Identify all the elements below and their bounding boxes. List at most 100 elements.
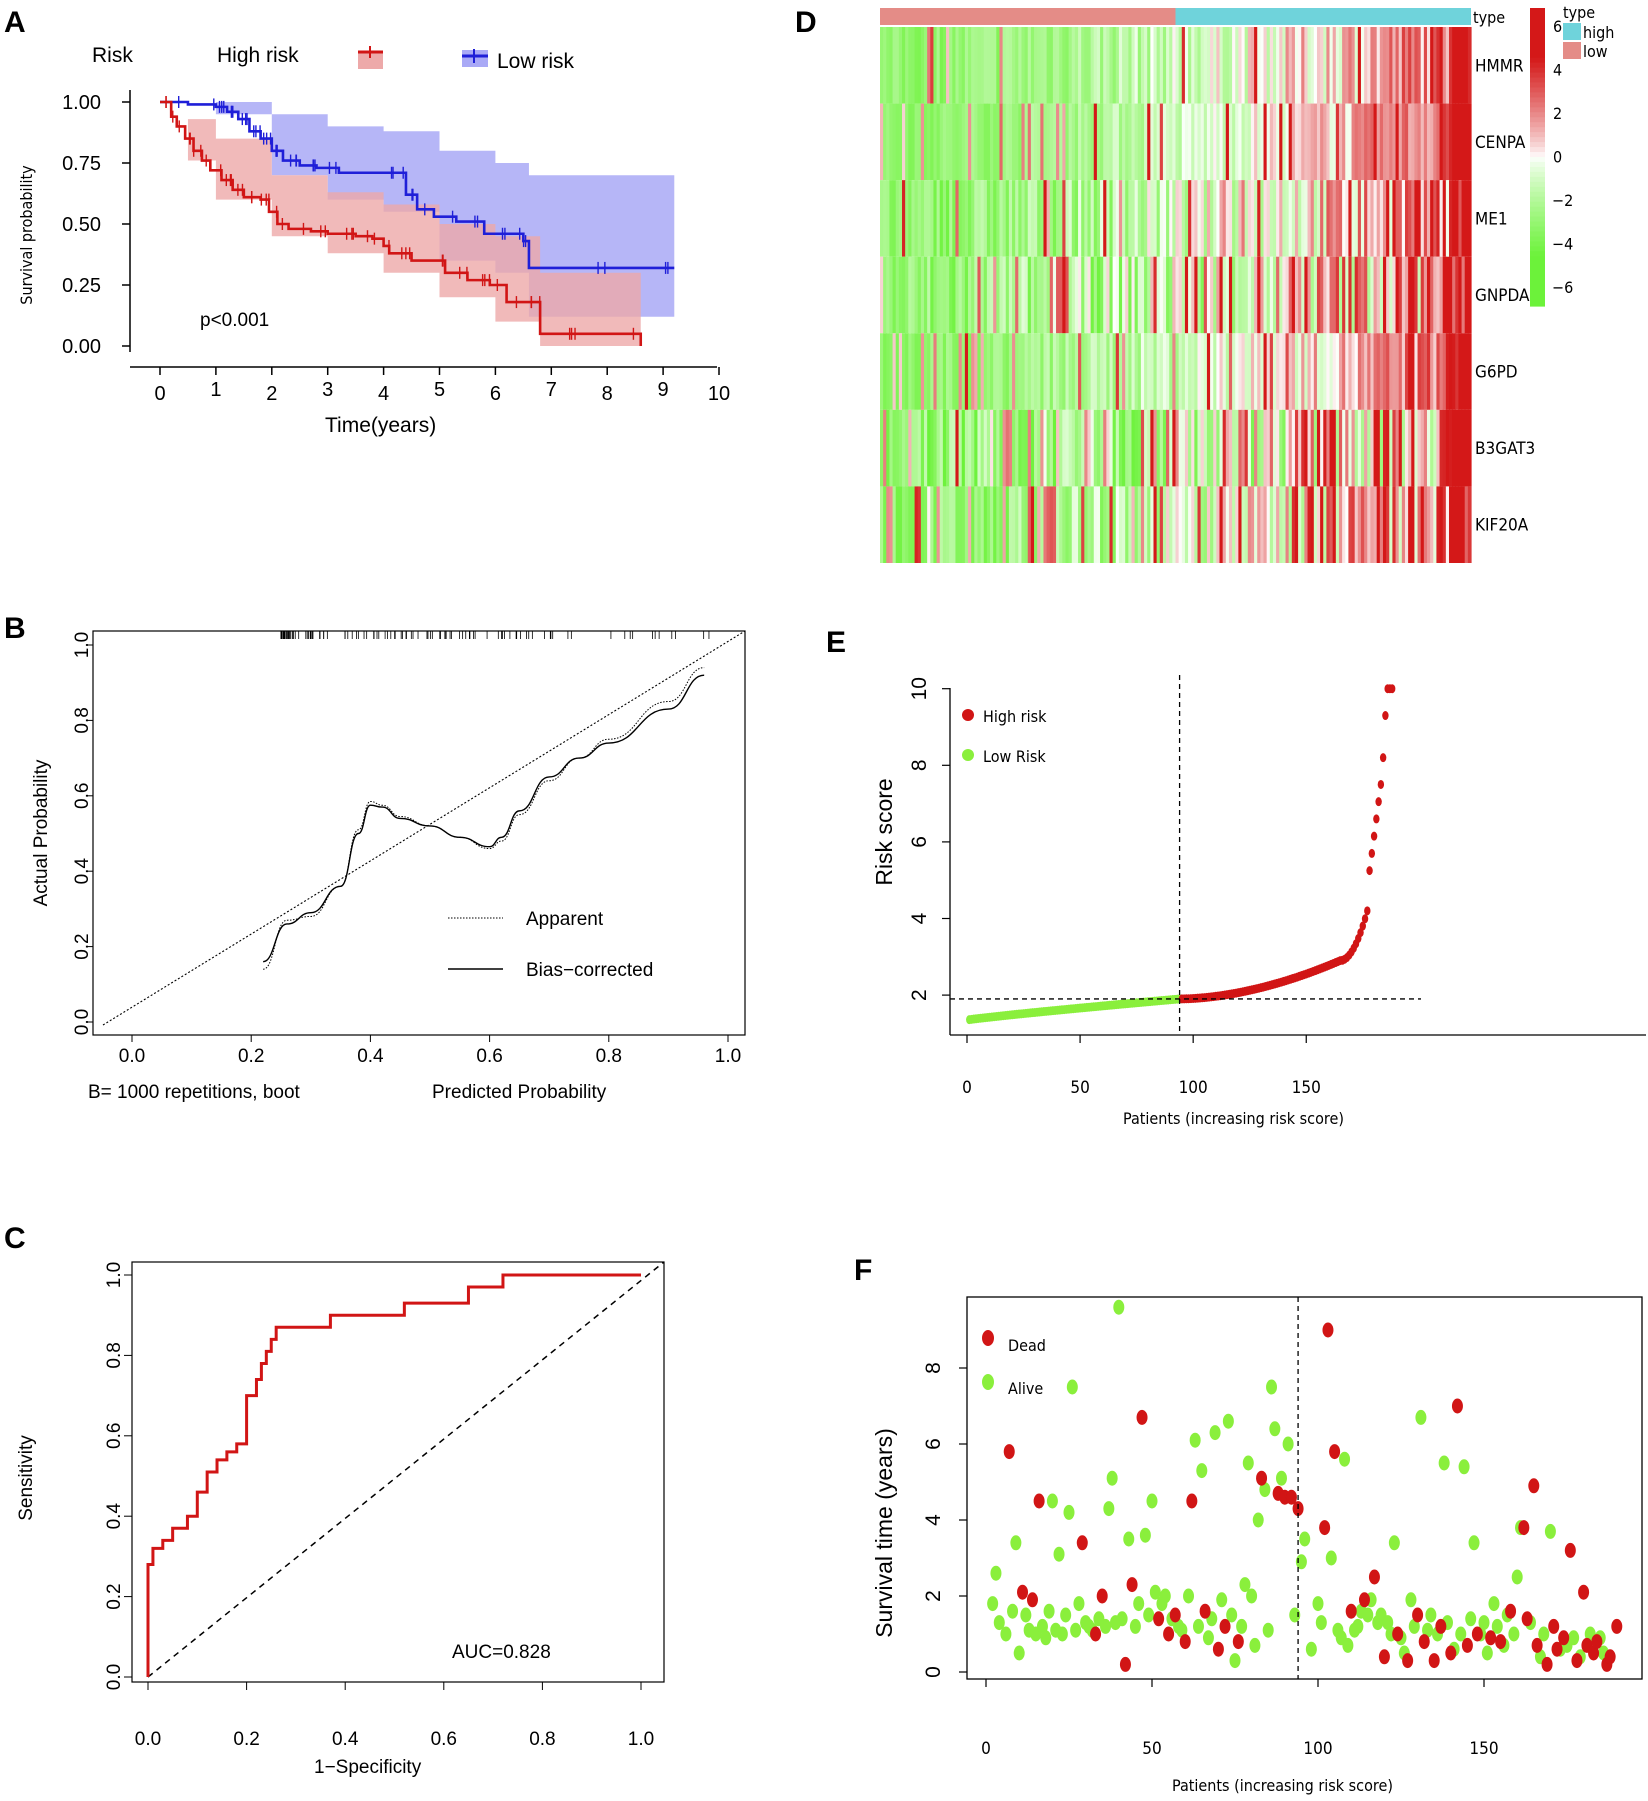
- heatmap-cell: [1162, 256, 1167, 334]
- heatmap-cell: [1159, 27, 1164, 104]
- status-point-alive: [1325, 1550, 1337, 1566]
- status-x-tick-label: 150: [1469, 1739, 1498, 1759]
- heatmap-cell: [1200, 333, 1205, 410]
- heatmap-cell: [1175, 103, 1180, 181]
- colorbar-step: [1530, 82, 1545, 89]
- heatmap-cell: [1037, 180, 1041, 257]
- heatmap-cell: [920, 256, 925, 334]
- heatmap-cell: [946, 486, 950, 563]
- heatmap-legend-high-swatch: [1563, 23, 1581, 40]
- heatmap-cell: [1012, 103, 1016, 181]
- status-point-dead: [1412, 1607, 1424, 1623]
- heatmap-cell: [993, 486, 997, 563]
- heatmap-cell: [1128, 409, 1133, 487]
- heatmap-cell: [1335, 256, 1340, 334]
- heatmap-cell: [1156, 486, 1161, 563]
- heatmap-cell: [1408, 486, 1412, 563]
- heatmap-cell: [1156, 409, 1161, 487]
- status-plot-area: [987, 1297, 1623, 1679]
- heatmap-cell: [980, 409, 985, 487]
- heatmap-cell: [1030, 180, 1035, 257]
- heatmap-cell: [1131, 180, 1136, 257]
- heatmap-cell: [958, 180, 963, 257]
- heatmap-cell: [1288, 409, 1293, 487]
- heatmap-cell: [1345, 256, 1349, 334]
- heatmap-cell: [1439, 409, 1444, 487]
- heatmap-cell: [1455, 333, 1460, 410]
- heatmap-cell: [892, 27, 897, 104]
- heatmap-cell: [1279, 27, 1283, 104]
- heatmap-cell: [917, 333, 922, 410]
- heatmap-cell: [1005, 180, 1010, 257]
- heatmap-cell: [1049, 409, 1054, 487]
- heatmap-cell: [1128, 103, 1133, 181]
- heatmap-cell: [1241, 103, 1246, 181]
- heatmap-cell: [1364, 103, 1368, 181]
- heatmap-cell: [961, 409, 966, 487]
- heatmap-cell: [1027, 409, 1032, 487]
- risk-x-tick-label: 100: [1179, 1078, 1208, 1098]
- heatmap-cell: [974, 256, 979, 334]
- status-point-dead: [1578, 1584, 1590, 1600]
- heatmap-cell: [1423, 180, 1428, 257]
- status-point-dead: [1232, 1634, 1244, 1650]
- status-point-alive: [1010, 1535, 1022, 1551]
- status-point-alive: [1222, 1413, 1234, 1429]
- heatmap-cell: [1118, 333, 1123, 410]
- heatmap-cell: [1040, 180, 1045, 257]
- heatmap-cell: [1244, 180, 1249, 257]
- status-point-dead: [1378, 1649, 1390, 1665]
- heatmap-cell: [1404, 180, 1409, 257]
- colorbar-step: [1530, 281, 1545, 287]
- heatmap-cell: [1452, 333, 1456, 410]
- heatmap-cell: [1125, 103, 1129, 181]
- heatmap-cell: [1433, 103, 1438, 181]
- heatmap-cell: [1376, 27, 1381, 104]
- roc-y-tick-label: 0.0: [104, 1664, 125, 1690]
- status-legend-alive: Alive: [1008, 1379, 1043, 1398]
- heatmap-cell: [1426, 103, 1431, 181]
- panel-d-label: D: [795, 6, 817, 39]
- heatmap-cell: [1081, 486, 1085, 563]
- heatmap-cell: [1404, 409, 1409, 487]
- colorbar-step: [1530, 291, 1545, 297]
- heatmap-cell: [939, 256, 944, 334]
- heatmap-cell: [1408, 27, 1412, 104]
- heatmap-cell: [949, 486, 953, 563]
- heatmap-cell: [1093, 409, 1098, 487]
- status-point-alive: [1468, 1535, 1480, 1551]
- heatmap-cell: [999, 486, 1004, 563]
- heatmap-cell: [883, 103, 887, 181]
- heatmap-cell: [1005, 103, 1010, 181]
- heatmap-cell: [1219, 180, 1224, 257]
- heatmap-cell: [883, 486, 887, 563]
- heatmap-cell: [892, 486, 897, 563]
- heatmap-cell: [1071, 333, 1076, 410]
- heatmap-cell: [968, 409, 972, 487]
- status-point-dead: [1026, 1592, 1038, 1608]
- heatmap-cell: [1426, 409, 1431, 487]
- heatmap-cell: [1436, 180, 1441, 257]
- heatmap-cell: [1464, 27, 1469, 104]
- heatmap-cell: [1247, 256, 1252, 334]
- heatmap-cell: [1398, 333, 1403, 410]
- heatmap-cell: [1087, 27, 1092, 104]
- heatmap-cell: [1184, 486, 1189, 563]
- status-x-ticks: 0 50 100 150: [981, 1679, 1499, 1759]
- heatmap-cell: [1379, 103, 1384, 181]
- heatmap-cell: [1364, 333, 1368, 410]
- km-legend-high-label: High risk: [217, 44, 299, 67]
- status-point-alive: [1362, 1607, 1374, 1623]
- heatmap-cell: [1068, 486, 1073, 563]
- heatmap-cell: [1291, 409, 1296, 487]
- colorbar-step: [1530, 241, 1545, 247]
- heatmap-cell: [920, 103, 925, 181]
- heatmap-cell: [1090, 333, 1095, 410]
- heatmap-cell: [1169, 486, 1173, 563]
- heatmap-cell: [1059, 409, 1063, 487]
- heatmap-cell: [1169, 103, 1173, 181]
- heatmap-cell: [1241, 333, 1246, 410]
- heatmap-cell: [1304, 27, 1309, 104]
- heatmap-cell: [1005, 409, 1010, 487]
- heatmap-cell: [1423, 409, 1428, 487]
